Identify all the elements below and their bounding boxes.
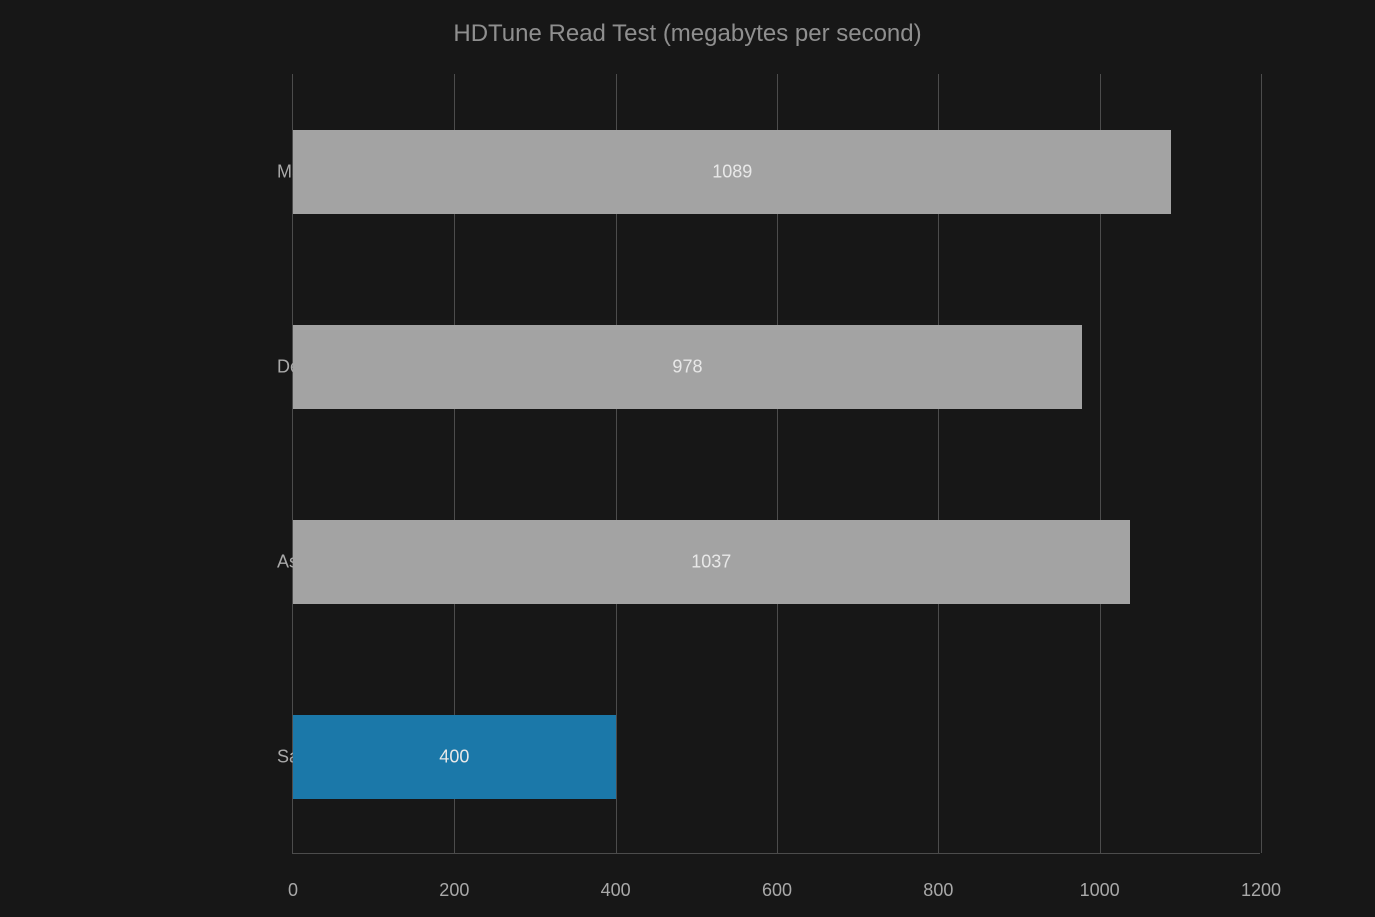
- bar: 978: [293, 325, 1082, 409]
- bar: 1089: [293, 130, 1171, 214]
- x-tick-label: 0: [288, 880, 298, 901]
- chart-title: HDTune Read Test (megabytes per second): [0, 20, 1375, 48]
- bar-value-label: 400: [439, 746, 469, 767]
- x-tick-label: 1000: [1080, 880, 1120, 901]
- hdtune-read-chart: HDTune Read Test (megabytes per second) …: [0, 0, 1375, 917]
- x-tick-label: 200: [439, 880, 469, 901]
- gridline: [1261, 74, 1262, 853]
- bar-value-label: 1089: [712, 161, 752, 182]
- x-tick-label: 600: [762, 880, 792, 901]
- bar-value-label: 978: [672, 356, 702, 377]
- bar: 400: [293, 715, 616, 799]
- bar: 1037: [293, 520, 1130, 604]
- x-tick-label: 800: [923, 880, 953, 901]
- plot-area: 020040060080010001200MSI GS601089Dell XP…: [292, 74, 1260, 854]
- x-tick-label: 1200: [1241, 880, 1281, 901]
- x-tick-label: 400: [601, 880, 631, 901]
- bar-value-label: 1037: [691, 551, 731, 572]
